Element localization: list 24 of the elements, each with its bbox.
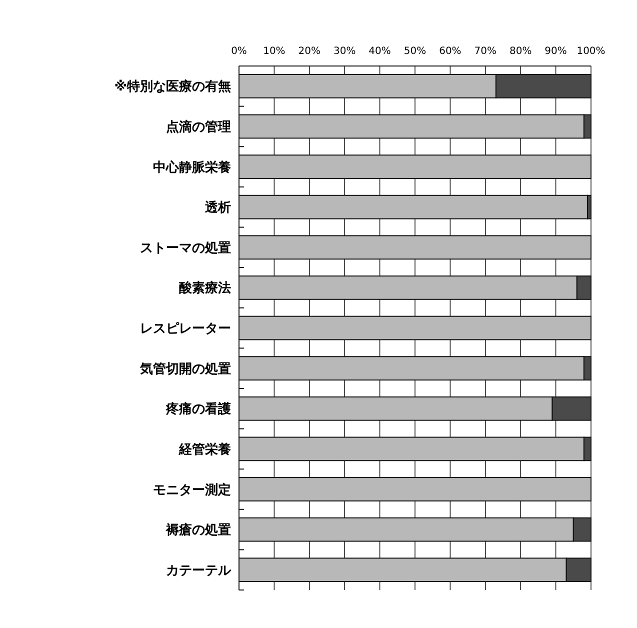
y-tick-label: レスピレーター <box>140 322 231 337</box>
y-tick-label: 酸素療法 <box>179 280 231 296</box>
x-tick-label: 40% <box>368 46 391 57</box>
x-tick-label: 10% <box>263 46 286 57</box>
x-tick-label: 80% <box>509 46 532 57</box>
x-tick-label: 20% <box>298 46 321 57</box>
y-tick-label: ストーマの処置 <box>140 240 231 256</box>
x-tick-label: 0% <box>231 46 247 57</box>
y-tick-label: 気管切開の処置 <box>139 362 231 377</box>
y-tick-label: ※特別な医療の有無 <box>114 78 231 95</box>
x-tick-label: 90% <box>544 46 567 57</box>
y-tick-label: 疼痛の看護 <box>165 401 231 418</box>
x-tick-label: 60% <box>439 46 462 57</box>
y-tick-label: 経管栄養 <box>178 441 232 458</box>
y-tick-label: 点滴の管理 <box>166 119 231 136</box>
y-tick-label: カテーテル <box>166 563 232 578</box>
x-tick-label: 100% <box>576 46 606 57</box>
y-tick-label: 中心静脈栄養 <box>153 159 232 176</box>
x-tick-label: 70% <box>474 46 497 57</box>
y-tick-label: 透析 <box>204 200 231 216</box>
y-tick-label: モニター測定 <box>153 482 231 498</box>
y-tick-label: 褥瘡の処置 <box>165 522 231 538</box>
x-tick-label: 30% <box>333 46 356 57</box>
x-tick-label: 50% <box>404 46 426 57</box>
